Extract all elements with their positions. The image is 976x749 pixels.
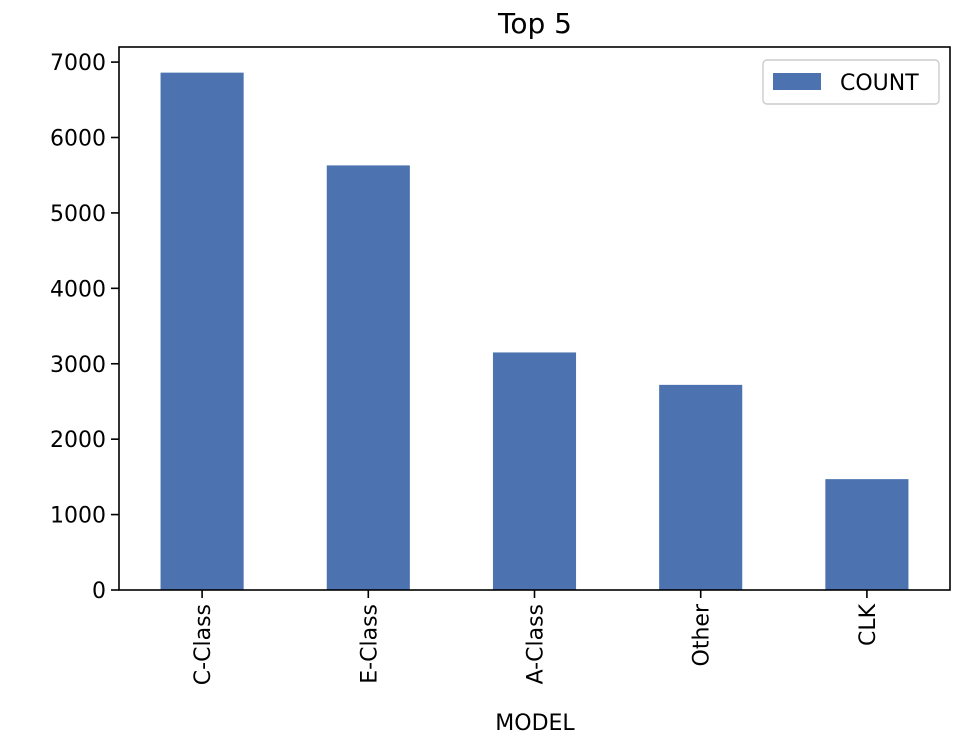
plot-frame xyxy=(118,46,951,591)
legend: COUNT xyxy=(762,59,940,105)
bar-a-class xyxy=(492,352,577,590)
x-tick-label: C-Class xyxy=(191,604,216,685)
bar-group xyxy=(160,72,909,591)
legend-swatch xyxy=(773,73,821,90)
y-tick-label: 1000 xyxy=(50,504,106,529)
chart-title: Top 5 xyxy=(497,7,572,40)
y-tick-label: 3000 xyxy=(50,353,106,378)
y-tick-label: 5000 xyxy=(50,202,106,227)
legend-box xyxy=(762,59,940,105)
bar-e-class xyxy=(326,165,410,590)
y-tick-label: 2000 xyxy=(50,428,106,453)
bar-c-class xyxy=(160,72,244,591)
legend-label: COUNT xyxy=(840,71,919,96)
x-axis: C-Class E-Class A-Class Other CLK xyxy=(191,590,881,685)
x-axis-label: MODEL xyxy=(495,711,575,736)
bar-clk xyxy=(825,479,909,590)
y-tick-label: 0 xyxy=(92,579,106,604)
x-tick-label: A-Class xyxy=(524,604,549,684)
bar-other xyxy=(659,384,743,590)
x-tick-label: E-Class xyxy=(357,604,382,684)
y-tick-label: 4000 xyxy=(50,277,106,302)
y-tick-label: 7000 xyxy=(50,51,106,76)
y-axis: 0 1000 2000 3000 4000 5000 6000 7000 xyxy=(50,51,119,604)
x-tick-label: Other xyxy=(690,603,715,666)
x-tick-label: CLK xyxy=(856,603,881,646)
y-tick-label: 6000 xyxy=(50,127,106,152)
